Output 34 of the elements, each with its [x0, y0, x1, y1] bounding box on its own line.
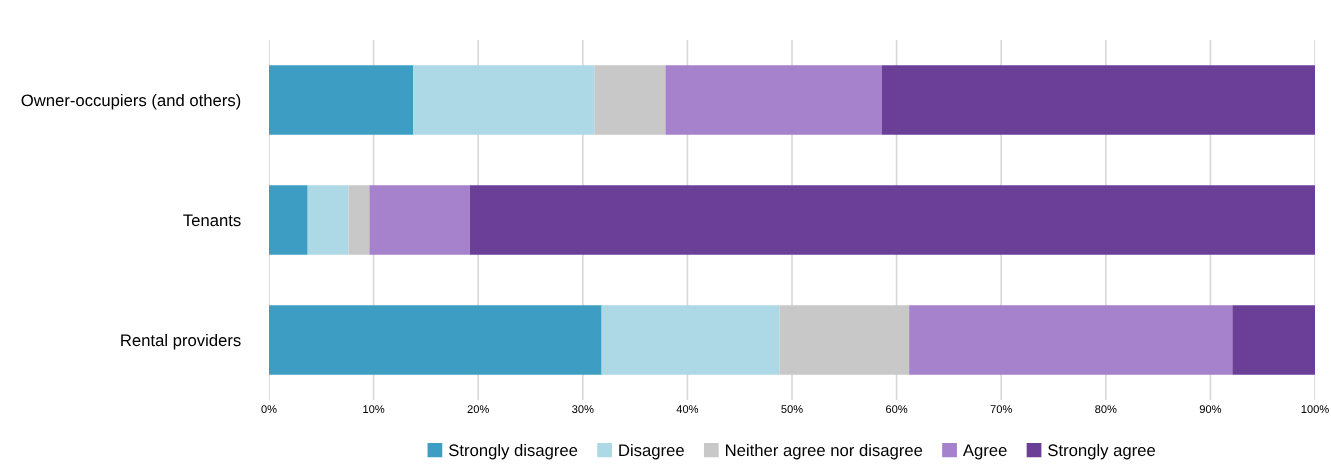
bar — [1232, 305, 1315, 375]
bar — [909, 305, 1233, 375]
legend-label: Strongly disagree — [449, 443, 578, 460]
x-tick-label: 10% — [363, 405, 385, 414]
bar — [469, 185, 1315, 255]
x-tick-label: 60% — [886, 405, 908, 414]
bar — [881, 65, 1315, 135]
x-tick-label: 20% — [467, 405, 489, 414]
bar — [413, 65, 595, 135]
x-tick-label: 50% — [781, 405, 803, 414]
bar — [348, 185, 370, 255]
y-tick-label: Owner-occupiers (and others) — [21, 93, 241, 110]
bar — [269, 65, 414, 135]
x-tick-label: 100% — [1301, 405, 1329, 414]
y-tick-label: Tenants — [183, 214, 241, 227]
bar — [307, 185, 349, 255]
legend-label: Neither agree nor disagree — [726, 443, 923, 460]
x-tick-label: 80% — [1095, 405, 1117, 414]
bar — [779, 305, 910, 375]
legend-label: Disagree — [619, 443, 684, 460]
bar — [594, 65, 666, 135]
x-tick-label: 40% — [676, 405, 699, 414]
bar — [601, 305, 780, 375]
x-tick-label: 0% — [261, 405, 277, 414]
bar — [665, 65, 882, 135]
bar — [369, 185, 470, 255]
legend-label: Strongly agree — [1048, 443, 1156, 460]
x-tick-label: 70% — [990, 405, 1012, 414]
x-tick-label: 30% — [572, 405, 594, 414]
bar — [269, 185, 308, 255]
y-tick-label: Rental providers — [121, 333, 241, 350]
legend-label: Agree — [962, 444, 1007, 460]
bar — [269, 305, 602, 375]
x-tick-label: 90% — [1199, 405, 1222, 414]
